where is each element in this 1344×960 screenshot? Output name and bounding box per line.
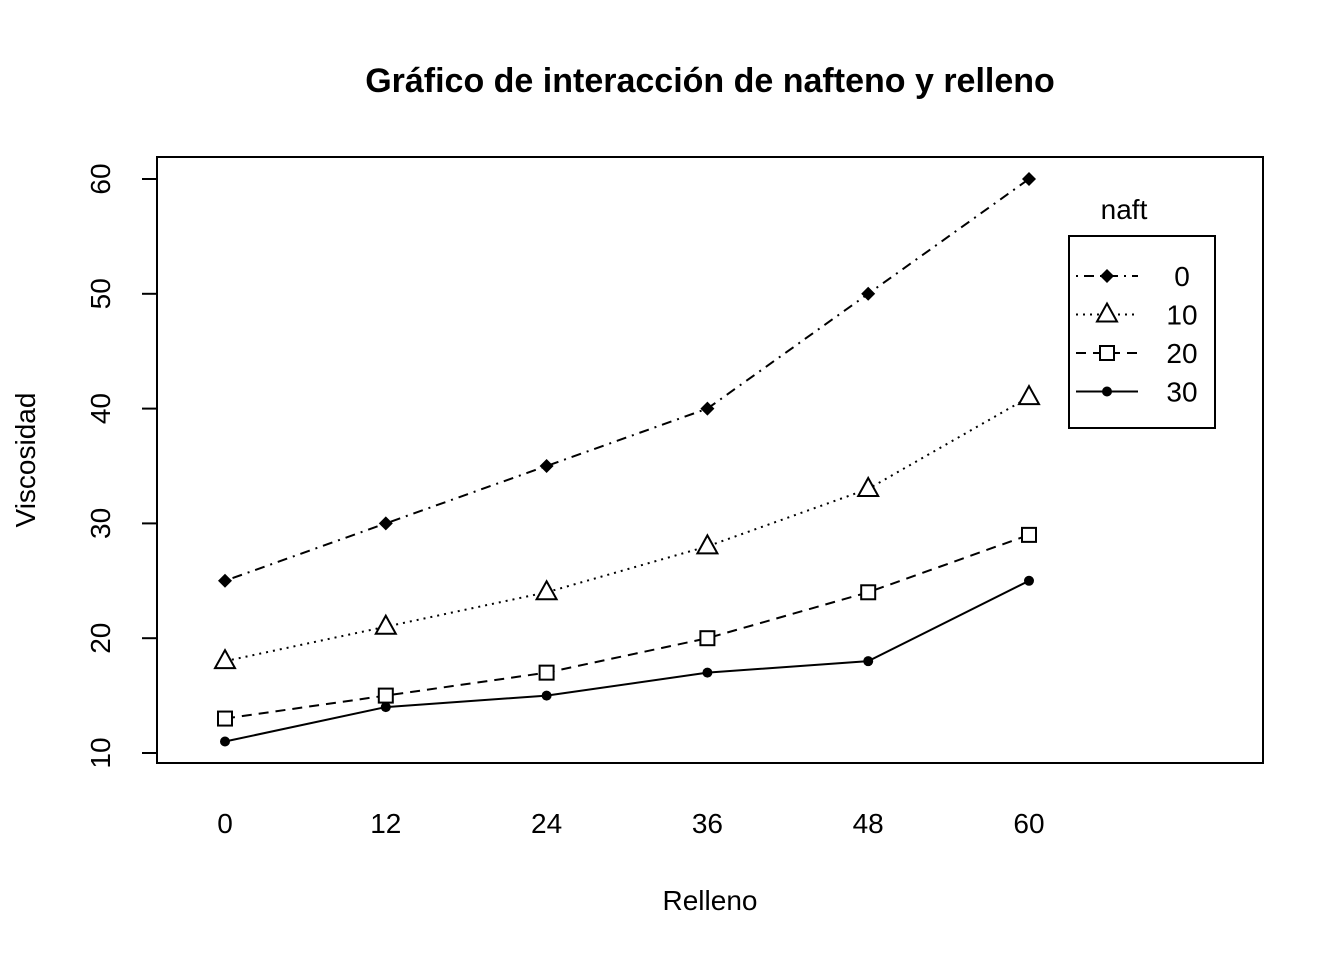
legend-item: 0 bbox=[1076, 261, 1190, 292]
y-tick-label: 60 bbox=[85, 163, 116, 194]
x-tick-label: 48 bbox=[853, 808, 884, 839]
data-point bbox=[861, 286, 876, 301]
y-axis: 10 20 30 40 50 60 bbox=[85, 163, 158, 769]
legend-item: 20 bbox=[1076, 338, 1198, 369]
data-point bbox=[378, 516, 393, 531]
y-tick-label: 50 bbox=[85, 278, 116, 309]
legend-marker bbox=[1102, 386, 1112, 397]
data-point bbox=[700, 401, 715, 416]
chart-title: Gráfico de interacción de nafteno y rell… bbox=[365, 62, 1055, 100]
data-point bbox=[380, 702, 391, 713]
x-tick-label: 24 bbox=[531, 808, 562, 839]
data-point bbox=[218, 573, 232, 588]
x-tick-label: 0 bbox=[217, 808, 233, 839]
data-point bbox=[377, 687, 394, 704]
series-line bbox=[224, 178, 1030, 582]
legend-marker bbox=[1100, 269, 1114, 283]
y-tick-label: 30 bbox=[85, 508, 116, 539]
legend: naft 0 10 20 30 bbox=[1068, 194, 1216, 429]
series-line bbox=[224, 533, 1030, 720]
y-tick-label: 40 bbox=[85, 393, 116, 424]
data-point bbox=[539, 459, 554, 473]
data-point bbox=[374, 613, 398, 635]
data-point bbox=[220, 736, 230, 747]
data-point bbox=[217, 710, 233, 727]
x-tick-label: 12 bbox=[370, 808, 401, 839]
legend-marker bbox=[1099, 345, 1115, 361]
legend-item: 30 bbox=[1076, 377, 1198, 408]
legend-items: 0 10 20 30 bbox=[1076, 261, 1198, 408]
data-point bbox=[702, 667, 713, 678]
legend-label: 20 bbox=[1166, 338, 1197, 369]
series-line bbox=[224, 396, 1030, 663]
series-naft-30 bbox=[220, 575, 1034, 747]
legend-title: naft bbox=[1101, 194, 1148, 225]
legend-label: 30 bbox=[1166, 377, 1197, 408]
legend-box bbox=[1068, 235, 1216, 429]
x-axis-label: Relleno bbox=[663, 885, 758, 916]
legend-label: 10 bbox=[1166, 300, 1197, 331]
data-point bbox=[541, 690, 552, 701]
series-naft-0 bbox=[218, 172, 1036, 588]
data-point bbox=[860, 584, 877, 601]
data-point bbox=[213, 648, 237, 670]
series-line bbox=[224, 579, 1030, 743]
y-tick-label: 10 bbox=[85, 737, 116, 768]
y-axis-label: Viscosidad bbox=[10, 393, 41, 528]
x-tick-label: 36 bbox=[692, 808, 723, 839]
data-point bbox=[856, 475, 880, 497]
data-point bbox=[538, 664, 555, 681]
series-layer bbox=[213, 172, 1041, 747]
data-point bbox=[534, 579, 559, 601]
series-naft-20 bbox=[217, 526, 1037, 727]
data-point bbox=[1021, 526, 1037, 543]
legend-label: 0 bbox=[1174, 261, 1190, 292]
x-tick-label: 60 bbox=[1013, 808, 1044, 839]
data-point bbox=[1022, 172, 1036, 186]
legend-marker bbox=[1095, 301, 1119, 323]
data-point bbox=[1024, 575, 1034, 586]
x-axis: 0 12 24 36 48 60 bbox=[217, 808, 1044, 839]
legend-item: 10 bbox=[1076, 300, 1198, 331]
series-naft-10 bbox=[213, 384, 1041, 670]
data-point bbox=[1017, 384, 1041, 406]
y-tick-label: 20 bbox=[85, 623, 116, 654]
data-point bbox=[699, 630, 716, 647]
data-point bbox=[695, 533, 720, 555]
data-point bbox=[863, 656, 874, 667]
